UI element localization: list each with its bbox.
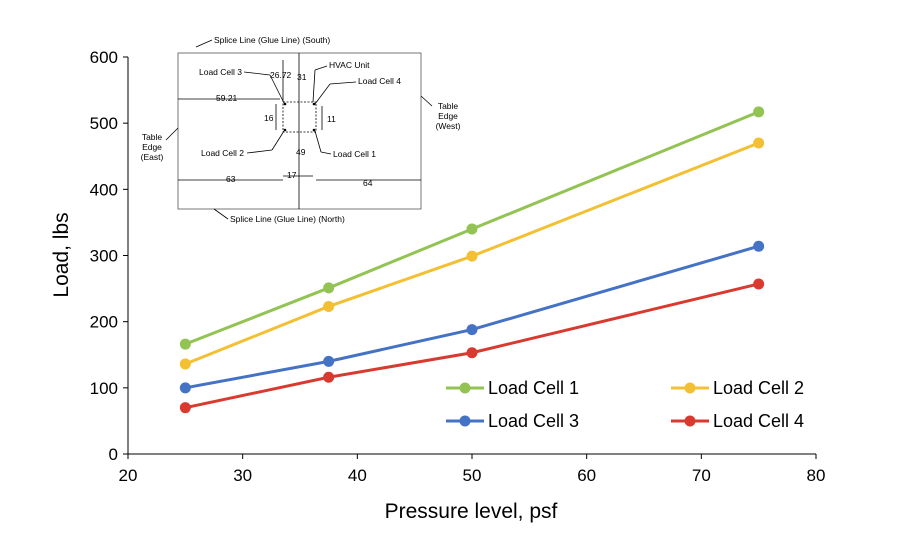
- splice-south-leader: [195, 39, 213, 48]
- inset-diagram: Splice Line (Glue Line) (South) Splice L…: [141, 35, 461, 224]
- table-edge-east-line2: Edge: [142, 142, 162, 152]
- load-cell-1-mark: [312, 128, 316, 132]
- inset-load-cell-1-leader-b: [314, 130, 322, 153]
- table-edge-west-leader: [420, 95, 433, 107]
- dim-11: 11: [327, 114, 336, 124]
- x-tick-label: 40: [348, 466, 367, 485]
- series-line: [184, 141, 760, 366]
- inset-hvac-label: HVAC Unit: [329, 60, 370, 70]
- series-4: [179, 278, 765, 414]
- data-point: [323, 355, 335, 367]
- dim-59-21: 59.21: [216, 93, 238, 103]
- splice-south-label: Splice Line (Glue Line) (South): [214, 35, 330, 45]
- x-tick-label: 50: [463, 466, 482, 485]
- legend-item: Load Cell 3: [446, 411, 579, 431]
- dim-17: 17: [287, 170, 297, 180]
- table-edge-west-line2: Edge: [438, 111, 458, 121]
- data-point: [179, 338, 191, 350]
- data-point: [466, 324, 478, 336]
- legend-swatch-marker: [459, 382, 471, 394]
- x-tick-label: 60: [577, 466, 596, 485]
- data-point: [466, 250, 478, 262]
- series-2: [179, 137, 765, 370]
- data-point: [179, 358, 191, 370]
- load-cell-4-mark: [312, 102, 316, 106]
- legend-item: Load Cell 1: [446, 378, 579, 398]
- inset-hvac-leader-b: [312, 69, 316, 103]
- data-point: [753, 137, 765, 149]
- inset-load-cell-3-label: Load Cell 3: [199, 67, 242, 77]
- legend-label: Load Cell 3: [488, 411, 579, 431]
- inset-load-cell-3-leader-b: [269, 74, 285, 104]
- data-point: [753, 278, 765, 290]
- splice-north-leader: [213, 208, 229, 220]
- data-point: [323, 282, 335, 294]
- x-axis-title: Pressure level, psf: [385, 500, 558, 523]
- load-cell-3-mark: [283, 102, 287, 106]
- y-tick-label: 300: [90, 247, 118, 266]
- x-tick-label: 30: [233, 466, 252, 485]
- legend: Load Cell 1 Load Cell 2 Load Cell 3 Load Ce…: [446, 378, 804, 431]
- y-tick-label: 0: [109, 445, 118, 464]
- dim-64: 64: [363, 178, 373, 188]
- dim-16: 16: [264, 113, 274, 123]
- x-tick-label: 70: [692, 466, 711, 485]
- series-line: [184, 110, 760, 346]
- table-edge-east-line1: Table: [142, 132, 163, 142]
- inset-load-cell-2-leader: [246, 149, 273, 154]
- legend-item: Load Cell 2: [671, 378, 804, 398]
- series-line: [185, 244, 760, 390]
- inset-load-cell-1-leader: [320, 151, 332, 155]
- data-point: [179, 402, 191, 414]
- y-tick-label: 500: [90, 114, 118, 133]
- inset-load-cell-4-leader: [329, 81, 357, 85]
- y-tick-label: 600: [90, 48, 118, 67]
- inset-load-cell-4-leader-b: [314, 83, 331, 105]
- axes: 20 30 40 50 60 70 80 0 100 200 300 400 500 600: [90, 48, 826, 485]
- inset-load-cell-3-leader: [243, 71, 271, 76]
- x-tick-label: 80: [807, 466, 826, 485]
- data-point: [179, 382, 191, 394]
- inset-load-cell-4-label: Load Cell 4: [358, 76, 401, 86]
- inset-load-cell-2-label: Load Cell 2: [201, 148, 244, 158]
- data-point: [466, 347, 478, 359]
- legend-label: Load Cell 2: [713, 378, 804, 398]
- legend-swatch-marker: [684, 415, 696, 427]
- inset-frame: [177, 52, 422, 210]
- data-point: [466, 223, 478, 235]
- data-point: [753, 240, 765, 252]
- legend-swatch-marker: [684, 382, 696, 394]
- inset-hvac-leader: [314, 65, 328, 71]
- table-edge-east-line3: (East): [141, 152, 164, 162]
- y-tick-label: 100: [90, 379, 118, 398]
- dim-49: 49: [296, 147, 306, 157]
- series-layer: [179, 106, 765, 414]
- series-3: [179, 240, 765, 394]
- data-point: [323, 371, 335, 383]
- table-edge-west-line3: (West): [436, 121, 461, 131]
- legend-label: Load Cell 1: [488, 378, 579, 398]
- y-axis-title: Load, lbs: [50, 212, 73, 297]
- x-tick-label: 20: [119, 466, 138, 485]
- dim-31: 31: [297, 72, 307, 82]
- table-edge-east-leader: [165, 127, 179, 141]
- load-cell-2-mark: [283, 128, 287, 132]
- dim-26-72: 26.72: [270, 70, 292, 80]
- data-point: [753, 106, 765, 118]
- inset-load-cell-1-label: Load Cell 1: [333, 149, 376, 159]
- legend-label: Load Cell 4: [713, 411, 804, 431]
- table-edge-west-line1: Table: [438, 101, 459, 111]
- data-point: [323, 300, 335, 312]
- series-line: [185, 282, 760, 410]
- y-tick-label: 400: [90, 180, 118, 199]
- legend-swatch-marker: [459, 415, 471, 427]
- legend-item: Load Cell 4: [671, 411, 804, 431]
- series-1: [179, 106, 765, 350]
- dim-63: 63: [226, 174, 236, 184]
- inset-load-cell-2-leader-b: [271, 130, 285, 151]
- splice-north-label: Splice Line (Glue Line) (North): [230, 214, 345, 224]
- y-tick-label: 200: [90, 313, 118, 332]
